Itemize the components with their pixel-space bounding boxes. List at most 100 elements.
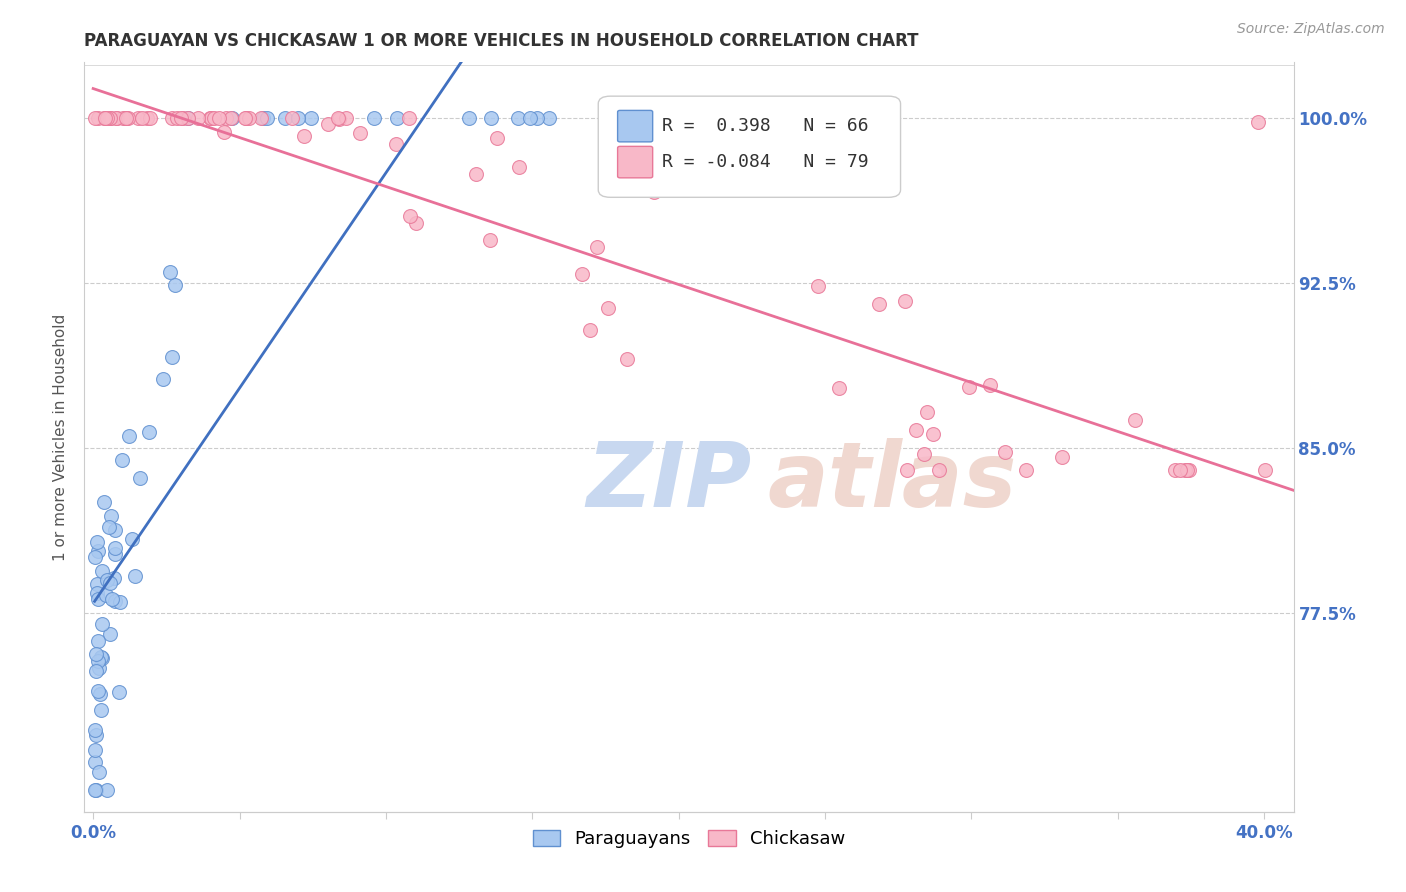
Point [905, 424, 928, 438]
Point [1177, 463, 1199, 477]
Point [90, 564, 112, 578]
Point [138, 425, 160, 440]
Point [526, 111, 548, 125]
Point [508, 160, 530, 174]
Point [90, 616, 112, 631]
Point [104, 594, 127, 608]
Point [96, 588, 118, 602]
Point [616, 352, 638, 367]
Point [912, 447, 935, 461]
Point [105, 111, 128, 125]
Point [1254, 463, 1277, 477]
Point [152, 372, 174, 386]
Point [458, 111, 481, 125]
Point [349, 127, 371, 141]
Point [90, 703, 112, 717]
Point [200, 111, 222, 125]
Point [100, 111, 122, 125]
Point [160, 350, 183, 364]
Point [868, 297, 890, 311]
Point [994, 445, 1017, 459]
Point [84, 782, 107, 797]
Point [292, 128, 315, 143]
Point [83, 782, 105, 797]
Point [83, 755, 105, 769]
Point [107, 685, 129, 699]
Point [579, 323, 602, 337]
Point [127, 111, 149, 125]
Point [90, 649, 112, 664]
Point [87, 111, 110, 125]
FancyBboxPatch shape [617, 111, 652, 142]
Point [571, 267, 593, 281]
Point [103, 524, 125, 538]
Point [316, 117, 339, 131]
Point [1163, 463, 1185, 477]
Point [399, 209, 422, 223]
Point [219, 111, 242, 125]
Point [274, 111, 297, 125]
Point [586, 240, 609, 254]
Point [177, 111, 200, 125]
Point [957, 380, 980, 394]
Point [124, 568, 146, 582]
Y-axis label: 1 or more Vehicles in Household: 1 or more Vehicles in Household [53, 313, 69, 561]
Point [83, 742, 105, 756]
Point [84, 111, 107, 125]
Point [90, 650, 112, 665]
Point [100, 111, 122, 125]
FancyBboxPatch shape [617, 146, 652, 178]
Point [108, 595, 131, 609]
Point [335, 111, 357, 125]
Point [170, 111, 193, 125]
Point [129, 471, 152, 485]
Point [464, 167, 486, 181]
Point [281, 111, 304, 125]
Point [287, 111, 309, 125]
Point [98, 627, 121, 641]
Text: Source: ZipAtlas.com: Source: ZipAtlas.com [1237, 22, 1385, 37]
Point [328, 112, 350, 127]
Point [1174, 463, 1197, 477]
Point [1123, 413, 1146, 427]
Point [96, 782, 118, 797]
Point [86, 634, 108, 648]
Point [979, 378, 1001, 392]
FancyBboxPatch shape [599, 96, 901, 197]
Point [177, 111, 200, 125]
Point [485, 131, 508, 145]
Point [86, 585, 108, 599]
Point [204, 111, 226, 125]
Point [121, 532, 143, 546]
Point [478, 233, 501, 247]
Point [87, 684, 110, 698]
Point [93, 111, 115, 125]
Point [114, 111, 136, 125]
Point [98, 576, 121, 591]
Point [252, 111, 274, 125]
Point [166, 111, 188, 125]
Point [83, 549, 105, 564]
Point [111, 452, 134, 467]
Point [200, 111, 222, 125]
Point [131, 111, 153, 125]
Point [87, 592, 110, 607]
Point [479, 111, 502, 125]
Point [1050, 450, 1073, 464]
Point [212, 125, 235, 139]
Point [596, 301, 619, 315]
Point [1175, 463, 1198, 477]
Point [215, 111, 238, 125]
Point [827, 381, 849, 395]
Point [160, 111, 183, 125]
Point [139, 111, 162, 125]
Point [104, 111, 127, 125]
Point [921, 426, 943, 441]
Point [100, 509, 122, 524]
Point [187, 111, 209, 125]
Point [86, 534, 108, 549]
Point [221, 111, 243, 125]
Point [104, 541, 127, 556]
Point [928, 463, 950, 477]
Point [1168, 463, 1191, 477]
